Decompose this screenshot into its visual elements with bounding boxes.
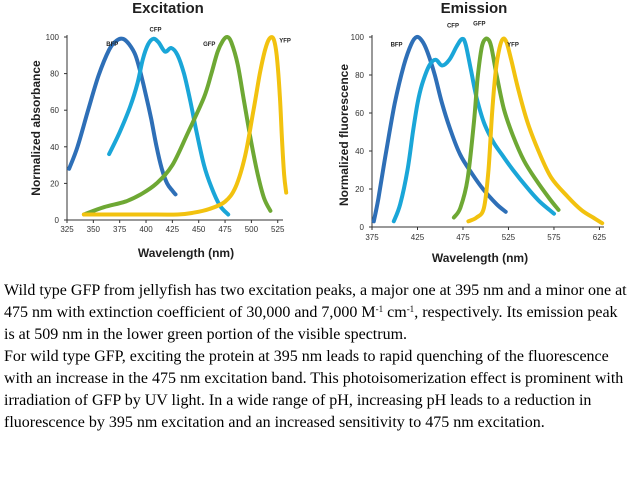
excitation-y-tick-label: 20 (50, 179, 59, 188)
emission-cfp-line (391, 36, 556, 224)
excitation-x-tick-label: 350 (87, 225, 101, 234)
emission-legend-gfp: GFP (473, 22, 485, 28)
emission-y-tick-label: 0 (360, 223, 365, 232)
emission-bfp-line (371, 34, 508, 224)
charts-figure: Excitation Normalized absorbance Wavelen… (29, 0, 607, 265)
excitation-x-tick-label: 325 (60, 225, 74, 234)
excitation-legend-yfp: YFP (279, 38, 291, 44)
emission-y-tick-label: 80 (355, 71, 364, 80)
paragraph-1-part-b: cm (383, 304, 407, 321)
emission-y-tick-label: 40 (355, 147, 364, 156)
excitation-y-tick-label: 0 (55, 216, 60, 225)
excitation-y-tick-label: 80 (50, 70, 59, 79)
emission-yfp-line (466, 36, 605, 226)
emission-axes: 0 20 40 60 80 100 375 425 475 525 575 625 (351, 33, 607, 242)
excitation-title: Excitation (132, 0, 204, 17)
emission-y-tick-label: 100 (351, 33, 365, 42)
excitation-x-axis-label: Wavelength (nm) (138, 246, 234, 260)
superscript-2: -1 (406, 304, 415, 314)
excitation-x-tick-label: 475 (218, 225, 232, 234)
excitation-y-axis-label: Normalized absorbance (29, 60, 43, 196)
emission-legend-yfp: YFP (507, 43, 519, 49)
paragraph-1-part-a: Wild type GFP from jellyfish has two exc… (4, 282, 627, 321)
emission-title: Emission (441, 0, 508, 17)
excitation-series (67, 34, 289, 217)
emission-x-axis-label: Wavelength (nm) (432, 251, 528, 265)
paragraph-1-part-c: , respectively. Its emission peak is at … (4, 304, 618, 343)
excitation-y-tick-label: 60 (50, 106, 59, 115)
excitation-bfp-line (67, 36, 178, 197)
excitation-cfp-line (107, 36, 231, 217)
excitation-legend: BFP CFP GFP YFP (106, 28, 291, 49)
description-text: Wild type GFP from jellyfish has two exc… (4, 280, 630, 434)
emission-legend-cfp: CFP (447, 24, 459, 30)
emission-y-axis-label: Normalized fluorescence (337, 64, 351, 206)
emission-x-tick-label: 375 (365, 233, 379, 242)
excitation-gfp-line (81, 34, 273, 217)
emission-legend: BFP CFP GFP YFP (391, 22, 519, 49)
emission-x-tick-label: 575 (547, 233, 561, 242)
excitation-x-tick-label: 450 (192, 225, 206, 234)
excitation-yfp-line (81, 35, 289, 217)
emission-x-tick-label: 625 (593, 233, 607, 242)
excitation-x-tick-label: 425 (166, 225, 180, 234)
emission-gfp-line (451, 36, 561, 220)
emission-x-tick-label: 475 (456, 233, 470, 242)
emission-series (371, 34, 605, 226)
excitation-x-tick-label: 500 (245, 225, 259, 234)
paragraph-2: For wild type GFP, exciting the protein … (4, 348, 624, 431)
excitation-chart: Excitation Normalized absorbance Wavelen… (29, 0, 291, 260)
superscript-1: -1 (375, 304, 384, 314)
excitation-y-tick-label: 100 (46, 33, 60, 42)
emission-legend-bfp: BFP (391, 43, 403, 49)
excitation-x-tick-label: 525 (271, 225, 285, 234)
excitation-axes: 0 20 40 60 80 100 325 350 375 400 425 450 475 500 525 (46, 33, 285, 234)
excitation-y-tick-label: 40 (50, 143, 59, 152)
emission-x-tick-label: 425 (411, 233, 425, 242)
emission-chart: Emission Normalized fluorescence Wavelen… (337, 0, 607, 265)
excitation-x-tick-label: 375 (113, 225, 127, 234)
excitation-legend-gfp: GFP (203, 42, 215, 48)
emission-y-tick-label: 60 (355, 109, 364, 118)
excitation-legend-bfp: BFP (106, 42, 118, 48)
emission-y-tick-label: 20 (355, 185, 364, 194)
excitation-x-tick-label: 400 (139, 225, 153, 234)
paragraph-1: Wild type GFP from jellyfish has two exc… (4, 280, 630, 346)
excitation-legend-cfp: CFP (150, 28, 162, 34)
emission-x-tick-label: 525 (502, 233, 516, 242)
